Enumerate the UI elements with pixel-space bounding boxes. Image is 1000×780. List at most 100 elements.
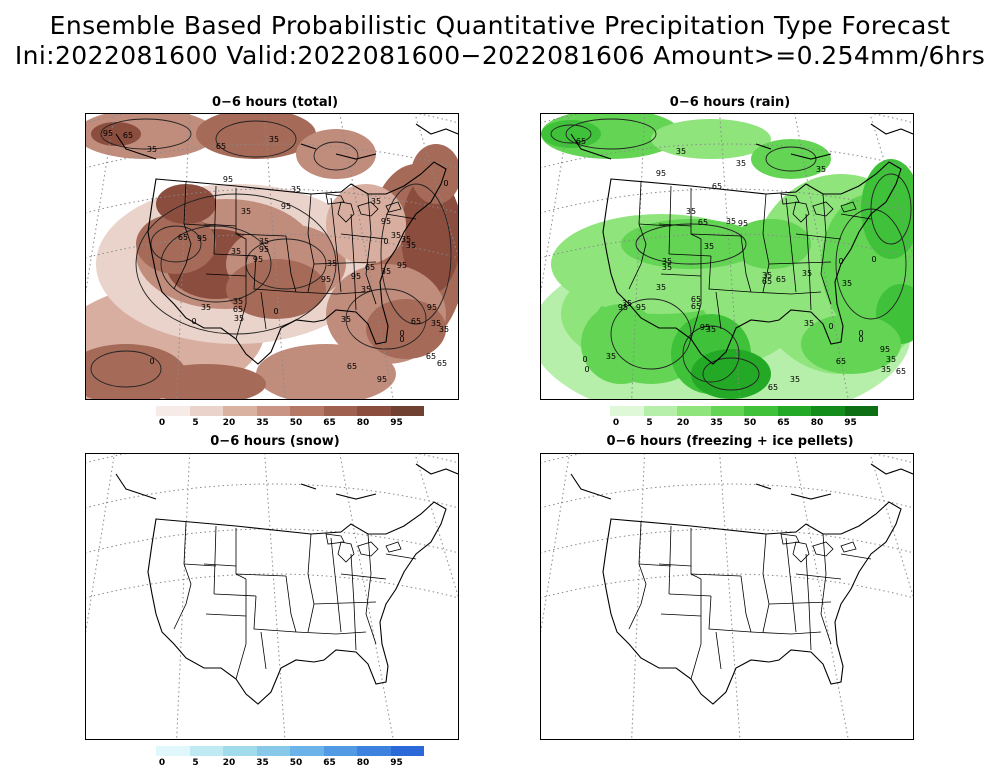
- contour-label: 35: [706, 325, 716, 334]
- coastline: [570, 473, 612, 500]
- colorbar-swatch: [844, 406, 878, 416]
- state-boundary: [205, 613, 247, 617]
- map-snow: [85, 453, 459, 740]
- coastline: [870, 123, 913, 135]
- coastline: [300, 483, 317, 490]
- contour-line: [100, 118, 192, 150]
- state-boundary: [285, 575, 297, 633]
- state-boundary: [762, 193, 770, 293]
- contour-line: [215, 120, 297, 158]
- map-freezing-ice-pellets: [540, 453, 914, 740]
- contour-label: 35: [259, 237, 269, 246]
- colorbar-swatch: [677, 406, 711, 416]
- lake-outline: [385, 541, 402, 553]
- colorbar-tick-label: 80: [356, 758, 370, 768]
- colorbar-swatch: [610, 406, 644, 416]
- boundaries: [570, 463, 913, 705]
- state-boundary: [785, 537, 797, 633]
- colorbar-swatch: [323, 406, 357, 416]
- latitude-line: [541, 483, 913, 509]
- contour-label: 35: [391, 231, 401, 240]
- longitude-line: [339, 114, 394, 399]
- contour-label: 35: [371, 197, 381, 206]
- state-boundary: [350, 553, 357, 651]
- state-boundary: [690, 528, 702, 580]
- contour-label: 35: [327, 259, 337, 268]
- panel-title-snow: 0−6 hours (snow): [210, 434, 340, 449]
- colorbar-tick-label: 35: [710, 418, 723, 428]
- latitude-line: [86, 188, 458, 214]
- probability-region: [136, 214, 216, 274]
- state-boundary: [740, 575, 752, 633]
- contour-line: [765, 146, 817, 172]
- contour-label: 65: [123, 131, 133, 140]
- state-boundary: [385, 213, 417, 220]
- boundaries: [115, 463, 458, 705]
- colorbar-snow: 0 5 20 35 50 65 80 95: [156, 746, 424, 770]
- probability-region: [581, 304, 661, 384]
- contour-label: 35: [381, 267, 391, 276]
- contour-label: 0: [838, 257, 843, 266]
- contour-label: 95: [197, 234, 207, 243]
- latitude-line: [86, 483, 458, 509]
- probability-region: [366, 299, 446, 359]
- colorbar-swatch: [811, 406, 845, 416]
- colorbar-tick-label: 50: [289, 418, 303, 428]
- contour-label: 35: [622, 299, 632, 308]
- probability-field: [541, 114, 913, 399]
- colorbar-rain: 0 5 20 35 50 65 80 95: [610, 406, 878, 430]
- colorbar-swatch: [357, 746, 391, 756]
- colorbar-tick-label: 65: [777, 418, 790, 428]
- contour-label: 95: [880, 345, 890, 354]
- state-boundary: [285, 235, 297, 293]
- state-boundary: [330, 537, 342, 633]
- coastline: [755, 143, 772, 150]
- state-boundary: [715, 291, 722, 330]
- contour-label: 35: [233, 297, 243, 306]
- contour-label: 65: [698, 218, 708, 227]
- state-boundary: [260, 291, 267, 330]
- longitude-line: [414, 454, 458, 598]
- colorbar-tick-label: 20: [222, 758, 236, 768]
- latitude-line: [541, 233, 913, 259]
- probability-region: [401, 174, 458, 294]
- colorbar-tick-label: 5: [192, 418, 199, 428]
- state-boundary: [183, 521, 192, 605]
- contour-line: [313, 141, 359, 171]
- contour-label: 0: [582, 355, 587, 364]
- colorbar-swatch: [390, 746, 424, 756]
- coastline: [570, 133, 612, 160]
- graticule: [541, 454, 913, 739]
- contour-label: 65: [233, 305, 243, 314]
- coastline: [335, 153, 377, 160]
- state-boundary: [668, 253, 712, 257]
- contour-label: 35: [762, 271, 772, 280]
- colorbar-ticks: 0 5 20 35 50 65 80 95: [156, 418, 424, 430]
- panel-title-rain: 0−6 hours (rain): [669, 95, 791, 110]
- contour-line: [702, 357, 760, 391]
- coastline: [115, 133, 157, 160]
- country-outline: [602, 161, 902, 365]
- contour-label: 0: [149, 357, 154, 366]
- state-boundary: [668, 525, 672, 595]
- contour-line: [682, 325, 740, 383]
- probability-field: [86, 114, 458, 399]
- state-boundary: [658, 223, 692, 227]
- contour-label: 65: [776, 275, 786, 284]
- state-boundary: [203, 563, 237, 567]
- coastline: [755, 483, 772, 490]
- boundaries: [115, 123, 458, 365]
- contour-label: 0: [399, 329, 404, 338]
- contour-label: 95: [223, 175, 233, 184]
- contour-label: 35: [656, 283, 666, 292]
- latitude-line: [541, 143, 913, 169]
- probability-region: [411, 144, 458, 204]
- contour-label: 65: [576, 137, 586, 146]
- contour-label: 95: [281, 202, 291, 211]
- contour-label: 95: [377, 375, 387, 384]
- state-boundary: [235, 239, 247, 340]
- colorbar-tick-label: 80: [810, 418, 824, 428]
- contour-label: 35: [842, 279, 852, 288]
